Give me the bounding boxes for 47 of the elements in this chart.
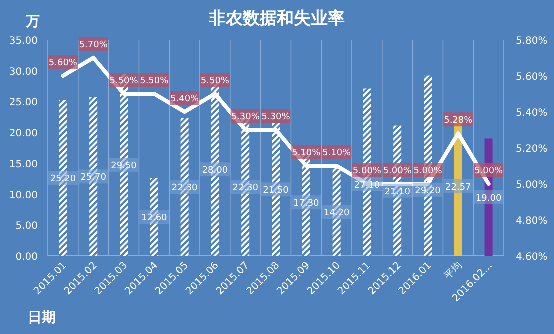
data-label: 5.70% [79,40,108,50]
data-label: 25.70 [80,173,107,184]
data-label: 5.50% [110,76,139,86]
data-label: 25.20 [50,174,76,185]
data-label: 5.00% [474,166,504,176]
data-label: 5.00% [414,166,443,176]
data-label: 28.00 [202,166,228,176]
x-axis-title: 日期 [28,310,56,326]
data-label: 5.00% [383,166,412,176]
title: 非农数据和失业率 [209,9,345,29]
y-tick-label: 10.00 [9,190,38,202]
data-label: 5.30% [231,112,260,122]
data-label: 12.60 [142,214,168,224]
y2-tick-label: 5.00% [516,180,548,191]
y-tick-label: 25.00 [9,98,38,109]
data-label: 5.30% [262,112,291,122]
y2-tick-label: 5.80% [516,36,548,47]
y-tick-label: 35.00 [9,36,38,47]
data-label: 22.30 [172,184,198,194]
y-axis-title: 万 [25,14,40,30]
data-label: 21.10 [384,187,411,198]
y-tick-label: 30.00 [9,66,38,78]
data-label: 5.10% [292,148,322,158]
data-label: 5.50% [200,76,230,86]
data-label: 5.50% [140,76,170,86]
data-label: 22.57 [446,182,472,193]
y2-tick-label: 5.60% [516,72,548,83]
y-tick-label: 20.00 [9,128,38,140]
data-label: 19.00 [476,194,502,204]
y-tick-label: 15.00 [9,159,38,170]
y2-tick-label: 5.20% [516,144,548,155]
data-label: 5.60% [48,58,78,68]
y-tick-label: 5.00 [16,221,38,232]
data-label: 22.30 [232,184,259,194]
data-label: 5.40% [170,94,200,104]
data-label: 5.00% [352,166,382,176]
data-label: 29.50 [111,161,138,172]
data-label: 29.20 [415,186,442,196]
data-label: 21.50 [263,186,290,196]
y2-tick-label: 4.80% [516,216,548,227]
y-tick-label: 0.00 [16,252,38,263]
data-label: 5.28% [444,116,474,126]
y2-tick-label: 4.60% [516,252,548,263]
data-label: 17.30 [294,199,320,210]
data-label: 5.10% [322,148,352,158]
y2-tick-label: 5.40% [516,108,548,119]
data-label: 14.20 [324,208,350,219]
